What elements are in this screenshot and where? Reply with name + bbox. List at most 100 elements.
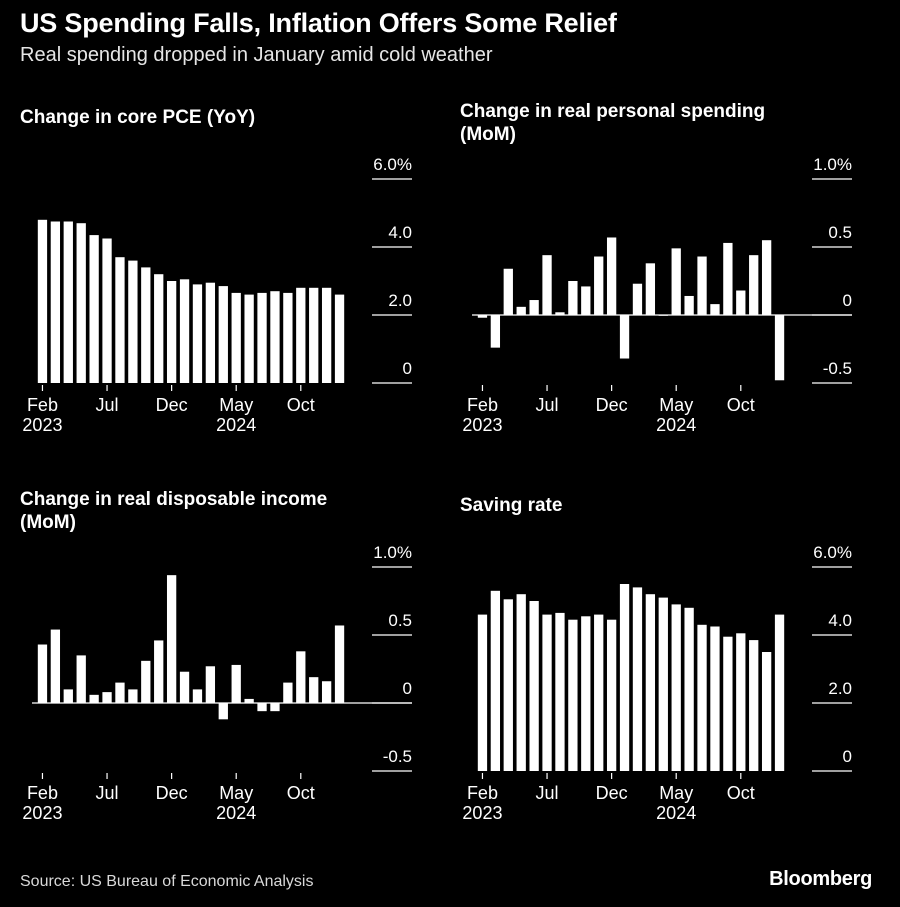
bar [37,644,48,703]
bar [619,315,630,359]
x-tick-label: Dec [156,395,188,415]
x-tick-label: May [659,395,693,415]
bar [218,286,228,383]
bar [723,636,733,771]
x-tick-label: Oct [727,395,755,415]
bar [309,287,319,383]
x-tick-label: Oct [727,783,755,803]
bar [632,283,643,315]
bar [179,671,190,703]
chart-title-line: Change in real disposable income [20,489,327,510]
chart-panel-saving-rate: Saving rate 6.0% 4.0 2.0 0 Feb 2023 Jul Dec May 20… [440,483,880,843]
bar [749,255,759,315]
chart-svg-real-spending: Change in real personal spending(MoM) 1.0… [460,101,852,435]
bar [723,242,733,315]
bar [555,312,565,315]
bar [141,267,151,383]
bar [296,287,306,383]
bar [283,292,293,383]
chart-title-line: (MoM) [460,124,516,145]
bar [516,594,526,771]
bar [321,681,332,703]
bar [516,306,526,315]
bar [89,694,99,703]
bar [270,291,280,383]
x-tick-label: May [219,395,253,415]
chart-title-line: Change in core PCE (YoY) [20,107,255,128]
bar [568,619,578,771]
bar [205,666,216,703]
bar [257,703,267,712]
chart-title-line: Saving rate [460,495,562,516]
x-tick-year-label: 2024 [656,415,696,435]
y-tick-label: -0.5 [823,359,852,378]
bar [477,315,488,318]
chart-title-line: Change in real personal spending [460,101,765,122]
y-tick-label: 4.0 [828,611,852,630]
bar [749,640,759,771]
bar [632,587,643,771]
bar [166,575,177,703]
bar [231,664,241,703]
y-tick-label: 0 [843,291,852,310]
bar [697,256,707,315]
x-tick-label: May [659,783,693,803]
bar [542,614,552,771]
bar [568,281,578,315]
bar [128,689,138,703]
bar [115,682,125,703]
bar [761,240,772,315]
bar [761,652,772,771]
bar [192,689,203,703]
x-tick-year-label: 2024 [216,803,256,823]
bar [154,640,164,703]
bar [658,597,668,771]
page-title: US Spending Falls, Inflation Offers Some… [20,8,617,38]
bar [503,268,513,315]
bar [334,294,345,383]
y-tick-label: 1.0% [813,155,852,174]
bar [490,315,501,348]
bar [594,256,604,315]
bar [257,292,267,383]
y-tick-label: 6.0% [813,543,852,562]
bar [736,290,746,315]
bar [179,279,190,383]
x-tick-year-label: 2023 [462,803,502,823]
bar [50,221,61,383]
bar [529,300,539,315]
bar [154,274,164,383]
x-tick-label: Jul [536,395,559,415]
bar [115,257,125,383]
bar [128,260,138,383]
chart-title-line: (MoM) [20,512,76,533]
bar [581,616,591,771]
x-tick-label: Feb [27,783,58,803]
bar [710,304,720,315]
bar [542,255,552,315]
page-subtitle: Real spending dropped in January amid co… [20,44,493,66]
source-note: Source: US Bureau of Economic Analysis [20,873,314,890]
x-tick-year-label: 2023 [462,415,502,435]
bar [63,221,73,383]
bar [141,660,151,703]
bar [205,282,216,383]
x-tick-label: Jul [96,783,119,803]
y-tick-label: 2.0 [828,679,852,698]
bar [671,604,681,771]
bar [296,651,306,703]
chart-svg-core-pce: Change in core PCE (YoY)6.0%4.02.00Feb20… [20,107,412,435]
bloomberg-logo: Bloomberg [769,868,872,890]
x-tick-year-label: 2024 [656,803,696,823]
bar [697,624,707,771]
bar [50,629,61,703]
bar [192,284,203,383]
chart-svg-disposable-income: Change in real disposable income(MoM) 1.0… [20,489,412,823]
bar [37,219,48,383]
bar [270,703,280,712]
bar [477,614,488,771]
x-tick-year-label: 2024 [216,415,256,435]
y-tick-label: 1.0% [373,543,412,562]
y-tick-label: 0.5 [828,223,852,242]
bar [645,594,656,771]
